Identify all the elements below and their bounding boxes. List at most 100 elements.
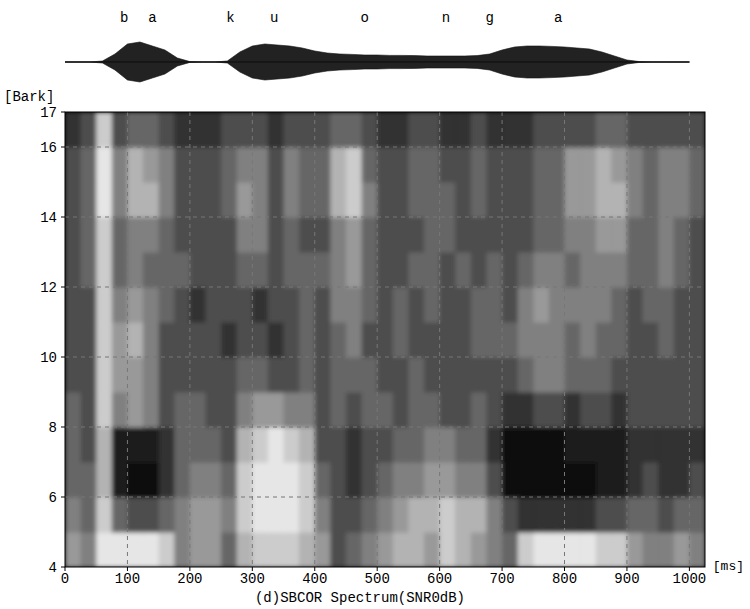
cell <box>674 182 690 218</box>
cell <box>221 462 237 498</box>
cell <box>611 182 627 218</box>
cell <box>627 497 643 533</box>
y-axis-title: [Bark] <box>4 89 54 105</box>
cell <box>330 252 346 288</box>
cell <box>252 392 268 428</box>
cell <box>96 147 112 183</box>
cell <box>346 497 362 533</box>
cell <box>549 497 565 533</box>
cell <box>237 322 253 358</box>
x-tick-label: 700 <box>489 571 514 587</box>
cell <box>237 147 253 183</box>
cell <box>643 462 659 498</box>
cell <box>190 462 206 498</box>
cell <box>96 182 112 218</box>
cell <box>455 322 471 358</box>
cell <box>533 287 549 323</box>
cell <box>346 532 362 567</box>
cell <box>565 357 581 393</box>
y-tick <box>61 357 65 358</box>
cell <box>471 182 487 218</box>
y-tick <box>61 147 65 148</box>
cell <box>205 462 221 498</box>
cell <box>689 462 705 498</box>
grid-line-x <box>189 112 190 567</box>
cell <box>362 357 378 393</box>
cell <box>596 392 612 428</box>
cell <box>424 532 440 567</box>
cell <box>315 252 331 288</box>
cell <box>533 427 549 463</box>
cell <box>393 322 409 358</box>
cell <box>65 497 81 533</box>
phoneme-label: k <box>226 10 234 26</box>
cell <box>65 532 81 567</box>
cell <box>252 427 268 463</box>
cell <box>518 147 534 183</box>
cell <box>689 217 705 253</box>
cell <box>455 357 471 393</box>
cell <box>596 322 612 358</box>
cell <box>159 287 175 323</box>
cell <box>549 182 565 218</box>
cell <box>611 112 627 148</box>
cell <box>580 112 596 148</box>
cell <box>596 287 612 323</box>
cell <box>643 392 659 428</box>
cell <box>252 252 268 288</box>
cell <box>159 147 175 183</box>
cell <box>127 462 143 498</box>
cell <box>533 322 549 358</box>
cell <box>377 427 393 463</box>
cell <box>533 112 549 148</box>
cell <box>346 217 362 253</box>
cell <box>190 322 206 358</box>
cell <box>408 357 424 393</box>
cell <box>65 462 81 498</box>
cell <box>205 252 221 288</box>
cell <box>518 532 534 567</box>
cell <box>596 112 612 148</box>
cell <box>237 427 253 463</box>
cell <box>237 497 253 533</box>
cell <box>424 287 440 323</box>
cell <box>159 112 175 148</box>
cell <box>549 287 565 323</box>
cell <box>284 497 300 533</box>
cell <box>565 497 581 533</box>
cell <box>127 217 143 253</box>
cell <box>362 217 378 253</box>
cell <box>330 112 346 148</box>
cell <box>252 322 268 358</box>
cell <box>408 182 424 218</box>
cell <box>143 182 159 218</box>
cell <box>284 182 300 218</box>
cell <box>565 532 581 567</box>
cell <box>299 112 315 148</box>
cell <box>377 357 393 393</box>
cell <box>112 252 128 288</box>
cell <box>533 497 549 533</box>
cell <box>627 217 643 253</box>
cell <box>393 497 409 533</box>
cell <box>689 392 705 428</box>
cell <box>81 217 97 253</box>
cell <box>65 182 81 218</box>
cell <box>299 147 315 183</box>
cell <box>237 112 253 148</box>
cell <box>65 147 81 183</box>
cell <box>643 497 659 533</box>
y-tick <box>61 427 65 428</box>
cell <box>81 462 97 498</box>
cell <box>674 147 690 183</box>
cell <box>252 532 268 567</box>
cell <box>611 392 627 428</box>
cell <box>596 252 612 288</box>
y-tick <box>61 497 65 498</box>
cell <box>237 287 253 323</box>
cell <box>330 182 346 218</box>
cell <box>627 427 643 463</box>
cell <box>549 462 565 498</box>
cell <box>127 112 143 148</box>
cell <box>362 532 378 567</box>
